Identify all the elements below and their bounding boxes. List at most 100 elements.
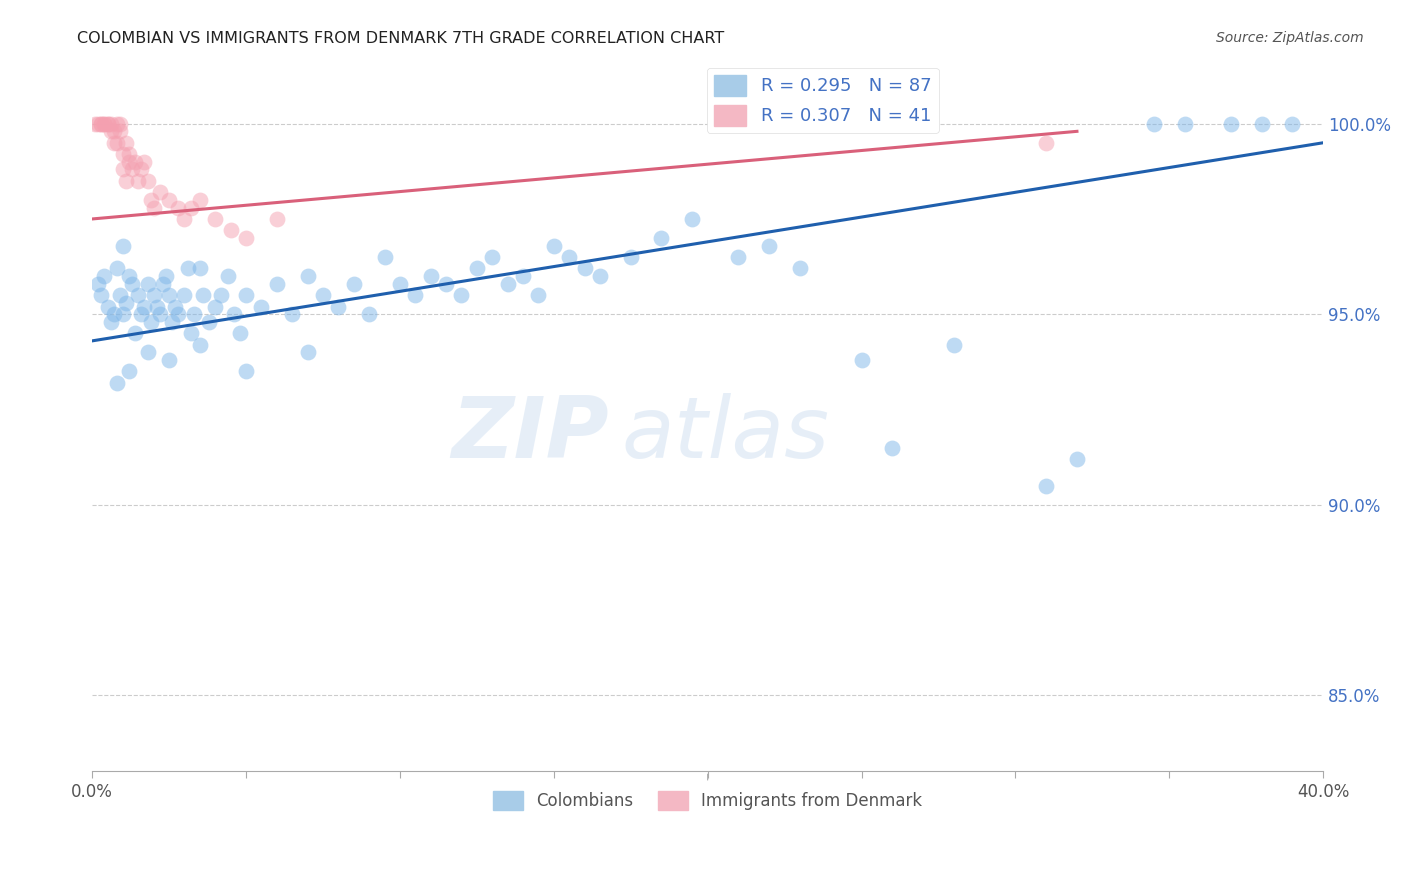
Point — [100, 124, 122, 138]
Text: Source: ZipAtlas.com: Source: ZipAtlas.com — [1216, 31, 1364, 45]
Point — [90, 117, 112, 131]
Point — [419, 269, 441, 284]
Point — [450, 288, 472, 302]
Point — [87, 117, 110, 131]
Point — [111, 307, 134, 321]
Point — [359, 307, 381, 321]
Point — [558, 250, 581, 264]
Point — [93, 117, 115, 131]
Point — [1250, 117, 1272, 131]
Point — [121, 162, 143, 177]
Point — [180, 326, 202, 341]
Point — [574, 261, 596, 276]
Point — [118, 147, 141, 161]
Point — [105, 117, 128, 131]
Point — [281, 307, 304, 321]
Point — [373, 250, 395, 264]
Point — [229, 326, 252, 341]
Point — [108, 117, 131, 131]
Point — [727, 250, 749, 264]
Point — [1174, 117, 1197, 131]
Point — [103, 307, 125, 321]
Point — [87, 277, 110, 291]
Point — [235, 231, 257, 245]
Point — [142, 288, 165, 302]
Point — [942, 337, 965, 351]
Point — [118, 154, 141, 169]
Point — [84, 117, 107, 131]
Point — [527, 288, 550, 302]
Point — [167, 201, 190, 215]
Point — [180, 201, 202, 215]
Point — [97, 117, 120, 131]
Point — [167, 307, 190, 321]
Point — [108, 288, 131, 302]
Point — [131, 162, 153, 177]
Point — [134, 154, 156, 169]
Point — [297, 345, 319, 359]
Point — [97, 300, 120, 314]
Point — [328, 300, 350, 314]
Point — [115, 295, 138, 310]
Point — [404, 288, 426, 302]
Point — [204, 300, 226, 314]
Point — [111, 147, 134, 161]
Point — [1219, 117, 1241, 131]
Point — [789, 261, 811, 276]
Point — [1035, 478, 1057, 492]
Point — [312, 288, 335, 302]
Point — [93, 117, 115, 131]
Point — [188, 261, 211, 276]
Point — [136, 174, 159, 188]
Point — [127, 288, 149, 302]
Point — [157, 193, 180, 207]
Point — [343, 277, 366, 291]
Point — [155, 269, 177, 284]
Point — [851, 353, 873, 368]
Point — [217, 269, 239, 284]
Point — [131, 307, 153, 321]
Point — [105, 376, 128, 390]
Point — [152, 277, 174, 291]
Point — [176, 261, 198, 276]
Point — [157, 288, 180, 302]
Point — [90, 117, 112, 131]
Text: COLOMBIAN VS IMMIGRANTS FROM DENMARK 7TH GRADE CORRELATION CHART: COLOMBIAN VS IMMIGRANTS FROM DENMARK 7TH… — [77, 31, 724, 46]
Point — [103, 136, 125, 150]
Legend: Colombians, Immigrants from Denmark: Colombians, Immigrants from Denmark — [486, 784, 929, 817]
Point — [219, 223, 242, 237]
Point — [105, 261, 128, 276]
Point — [139, 315, 162, 329]
Point — [758, 238, 780, 252]
Point — [173, 211, 195, 226]
Point — [146, 300, 169, 314]
Point — [157, 353, 180, 368]
Point — [198, 315, 221, 329]
Point — [434, 277, 457, 291]
Point — [115, 136, 138, 150]
Point — [118, 269, 141, 284]
Point — [650, 231, 672, 245]
Point — [90, 288, 112, 302]
Point — [222, 307, 245, 321]
Point — [121, 277, 143, 291]
Point — [111, 238, 134, 252]
Point — [266, 277, 288, 291]
Point — [620, 250, 643, 264]
Point — [183, 307, 205, 321]
Point — [191, 288, 214, 302]
Point — [235, 364, 257, 378]
Point — [142, 201, 165, 215]
Point — [589, 269, 612, 284]
Point — [496, 277, 519, 291]
Point — [204, 211, 226, 226]
Point — [173, 288, 195, 302]
Point — [103, 124, 125, 138]
Point — [93, 269, 115, 284]
Point — [111, 162, 134, 177]
Point — [681, 211, 703, 226]
Text: atlas: atlas — [621, 393, 830, 476]
Point — [139, 193, 162, 207]
Point — [136, 345, 159, 359]
Point — [118, 364, 141, 378]
